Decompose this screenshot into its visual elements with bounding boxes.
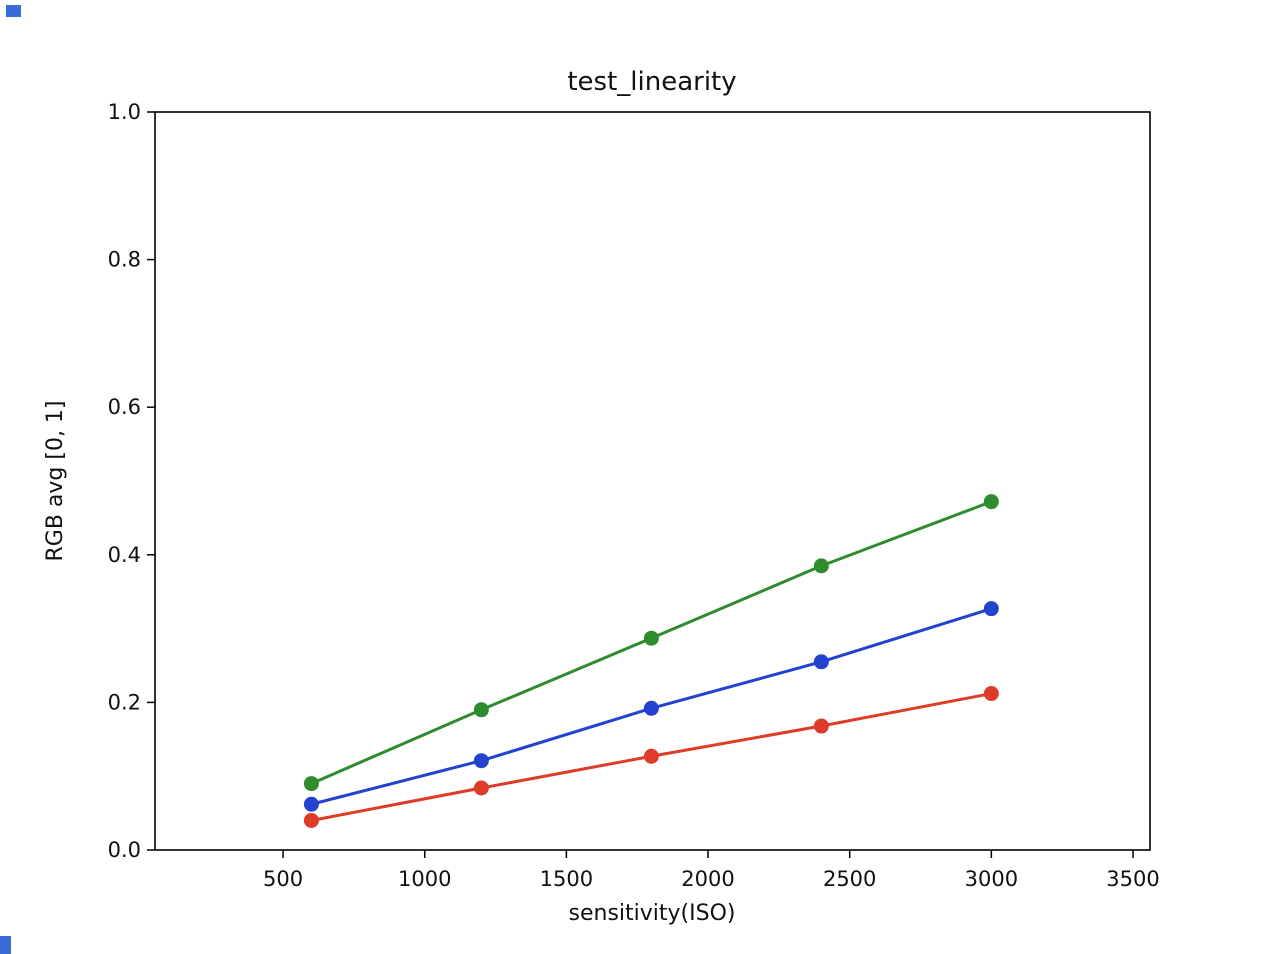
x-tick-label: 3000 — [965, 867, 1018, 891]
x-tick-label: 500 — [263, 867, 303, 891]
series-marker-blue — [983, 601, 999, 617]
y-tick-label: 0.6 — [108, 395, 141, 419]
y-tick-label: 0.2 — [108, 690, 141, 714]
series-marker-green — [813, 558, 829, 574]
x-tick-label: 2000 — [681, 867, 734, 891]
series-marker-green — [983, 494, 999, 510]
series-marker-red — [983, 686, 999, 702]
series-marker-blue — [303, 796, 319, 812]
y-tick-label: 0.4 — [108, 543, 141, 567]
series-marker-red — [813, 718, 829, 734]
x-tick-label: 1500 — [540, 867, 593, 891]
series-marker-green — [473, 702, 489, 718]
series-marker-green — [303, 776, 319, 792]
x-tick-label: 3500 — [1106, 867, 1159, 891]
series-marker-blue — [813, 654, 829, 670]
axes-border — [154, 111, 1151, 851]
y-tick-label: 1.0 — [108, 100, 141, 124]
plot-area: 500 1000 1500 2000 2500 3000 3500 0.0 0.2 0.4 0.6 0… — [108, 100, 1160, 891]
series-marker-red — [303, 812, 319, 828]
y-tick-label: 0.8 — [108, 248, 141, 272]
x-axis-label: sensitivity(ISO) — [569, 901, 736, 926]
series-marker-blue — [643, 700, 659, 716]
screen-artifact-bottom-left — [0, 936, 11, 954]
series-marker-green — [643, 630, 659, 646]
y-tick-label: 0.0 — [108, 838, 141, 862]
chart-title: test_linearity — [567, 67, 736, 97]
series-marker-red — [643, 748, 659, 764]
screen-artifact-top-left — [6, 5, 21, 17]
x-tick-label: 1000 — [398, 867, 451, 891]
series-marker-red — [473, 780, 489, 796]
series-marker-blue — [473, 753, 489, 769]
y-axis-label: RGB avg [0, 1] — [43, 400, 68, 561]
x-tick-label: 2500 — [823, 867, 876, 891]
